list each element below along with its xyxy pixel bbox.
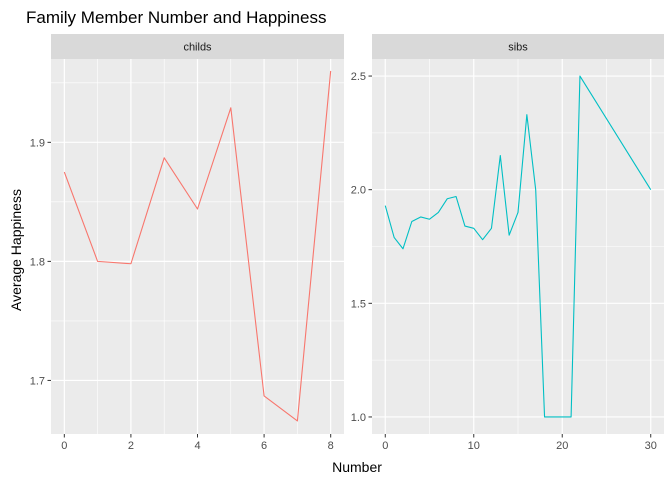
x-tick-label: 8 (328, 440, 334, 452)
x-tick-label: 30 (645, 440, 657, 452)
series-line-sibs (384, 75, 652, 418)
y-tick-label: 1.5 (351, 298, 366, 310)
y-tick-label: 1.0 (351, 412, 366, 424)
y-tick-label: 2.0 (351, 185, 366, 197)
x-tick-label: 10 (468, 440, 480, 452)
panel-childs: childs 0 2 4 6 8 1.7 1.8 1.9 (30, 34, 344, 452)
x-axis-title: Number (332, 459, 382, 475)
x-tick-label: 4 (194, 440, 200, 452)
x-tick-label: 20 (556, 440, 568, 452)
strip-label: sibs (508, 42, 528, 54)
series-line-childs (63, 70, 332, 422)
x-tick-label: 6 (261, 440, 267, 452)
strip-label: childs (183, 42, 212, 54)
strip-background (372, 34, 664, 59)
y-axis-title: Average Happiness (8, 189, 24, 311)
panel-sibs: sibs 0 10 20 30 1.0 1.5 2.0 2.5 (351, 34, 664, 452)
y-tick-label: 2.5 (351, 71, 366, 83)
strip-background (51, 34, 344, 59)
chart-title: Family Member Number and Happiness (26, 8, 326, 27)
y-tick-label: 1.9 (30, 137, 45, 149)
x-tick-label: 2 (128, 440, 134, 452)
x-tick-label: 0 (61, 440, 67, 452)
x-tick-label: 0 (382, 440, 388, 452)
y-tick-label: 1.8 (30, 256, 45, 268)
panels: childs 0 2 4 6 8 1.7 1.8 1.9 sibs 0 10 20 30 1.0 1.5 2.0… (30, 34, 664, 452)
y-tick-label: 1.7 (30, 375, 45, 387)
